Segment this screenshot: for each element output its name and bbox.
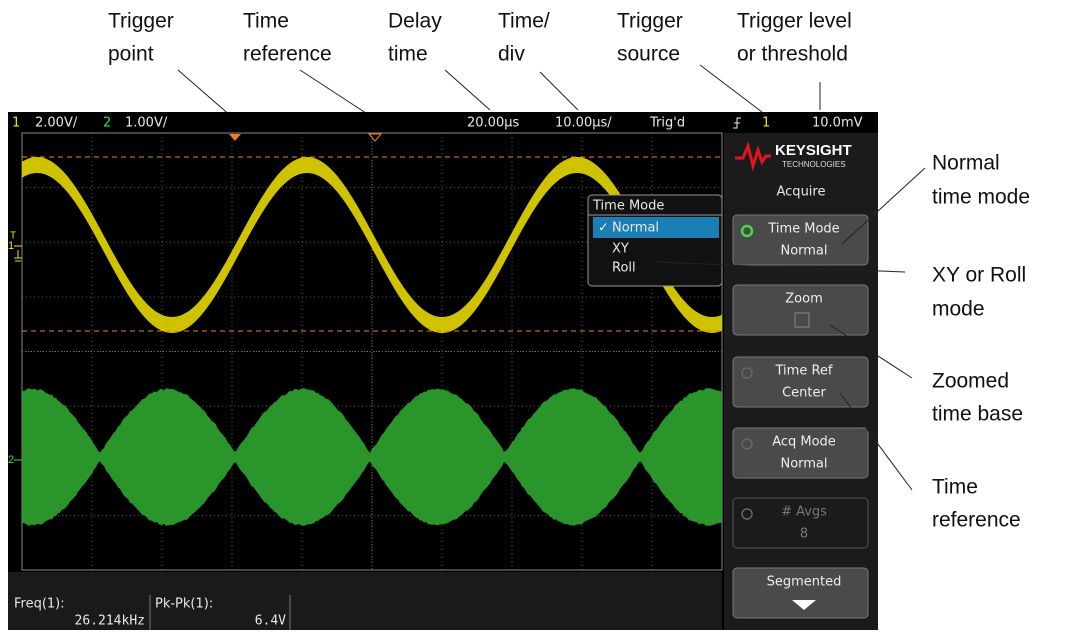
callout: Trigger — [108, 10, 174, 33]
callout: Trigger level — [737, 10, 852, 33]
measurement-label: Freq(1): — [14, 597, 65, 612]
callout: or threshold — [737, 43, 848, 66]
callout: XY or Roll — [932, 264, 1026, 287]
softkey-panel: KEYSIGHT TECHNOLOGIES Acquire Time Mode N… — [724, 133, 878, 630]
ch2-scale: 1.00V/ — [125, 116, 168, 131]
callout: reference — [243, 43, 332, 66]
measurement-label: Pk-Pk(1): — [155, 597, 213, 612]
menu-check: ✓ — [598, 221, 609, 236]
callout: div — [498, 43, 525, 66]
time-mode-menu: Time Mode ✓ Normal XY Roll — [588, 195, 722, 286]
callout: point — [108, 43, 154, 66]
callout: Normal — [932, 152, 1000, 175]
top-callouts: Trigger point Time reference Delay time … — [108, 10, 852, 117]
softkey-label[interactable]: Acq Mode — [772, 435, 836, 450]
time-per-div: 10.00µs/ — [555, 116, 612, 131]
softkey-label[interactable]: Segmented — [767, 575, 842, 590]
ch1-marker: 1 — [8, 240, 14, 252]
callout: mode — [932, 298, 985, 321]
callout: source — [617, 43, 680, 66]
softkey-label[interactable]: Time Mode — [767, 222, 839, 237]
trigger-source: 1 — [762, 116, 770, 131]
callout: Time/ — [498, 10, 550, 33]
callout: reference — [932, 509, 1021, 532]
measurement-value: 6.4V — [255, 614, 286, 629]
menu-option[interactable]: XY — [612, 242, 629, 257]
ch1-scale: 2.00V/ — [35, 116, 78, 131]
callout: Trigger — [617, 10, 683, 33]
callout: time mode — [932, 186, 1030, 209]
softkey-label[interactable]: 8 — [800, 527, 808, 542]
softkey-label[interactable]: Zoom — [785, 292, 822, 307]
callout: Zoomed — [932, 370, 1009, 393]
delay-time: 20.00µs — [467, 116, 519, 131]
trigger-level: 10.0mV — [812, 116, 863, 131]
menu-option[interactable]: Roll — [612, 261, 636, 276]
callout: time base — [932, 403, 1023, 426]
ch1-label: 1 — [12, 116, 20, 131]
measurement-value: 26.214kHz — [75, 614, 145, 629]
callout: Time — [932, 476, 978, 499]
menu-option[interactable]: Normal — [612, 221, 659, 236]
menu-title: Acquire — [777, 185, 826, 200]
ch2-marker: 2 — [8, 454, 14, 466]
menu-title: Time Mode — [592, 199, 664, 214]
ch2-label: 2 — [103, 116, 111, 131]
brand-sub: TECHNOLOGIES — [782, 160, 846, 169]
measurement-bar: Freq(1): 26.214kHz Pk-Pk(1): 6.4V — [8, 572, 722, 630]
softkey-label[interactable]: Center — [782, 386, 826, 401]
leader-lines — [178, 65, 820, 117]
brand: KEYSIGHT — [775, 142, 852, 159]
softkey-label[interactable]: # Avgs — [781, 505, 827, 520]
screenshot: Trigger point Time reference Delay time … — [0, 0, 1067, 633]
softkey-label[interactable]: Normal — [780, 457, 827, 472]
softkey-label[interactable]: Normal — [780, 244, 827, 259]
trigger-state: Trig'd — [649, 116, 685, 131]
callout: time — [388, 43, 428, 66]
callout: Delay — [388, 10, 442, 33]
callout: Time — [243, 10, 289, 33]
page: {"callouts":{"top":[["Trigger","point"],… — [0, 0, 1067, 633]
softkey-label[interactable]: Time Ref — [775, 364, 833, 379]
